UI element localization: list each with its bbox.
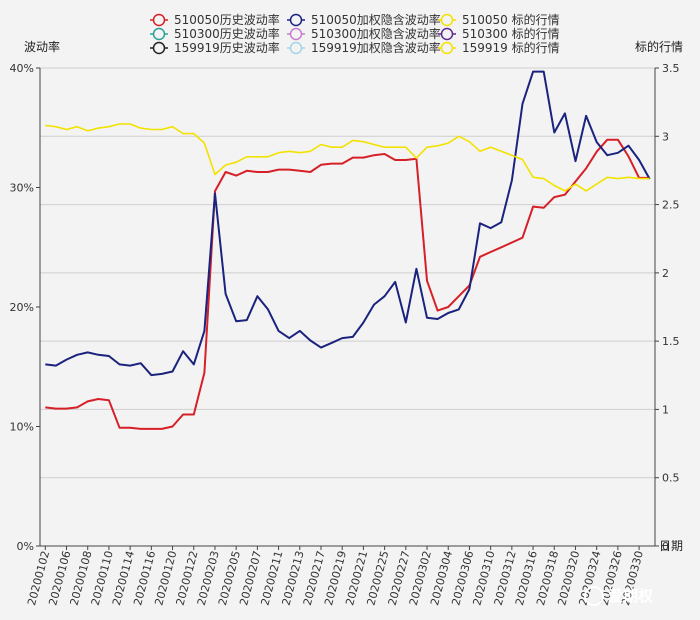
watermark: 爱期权 bbox=[584, 586, 654, 606]
legend-swatch-marker bbox=[152, 41, 166, 55]
gridlines bbox=[40, 67, 655, 479]
legend-swatch-marker bbox=[440, 27, 454, 41]
right-tick-label: 0 bbox=[662, 540, 669, 553]
right-axis-title: 标的行情 bbox=[635, 39, 683, 54]
right-tick-label: 1 bbox=[662, 403, 669, 416]
legend-label: 510300历史波动率 bbox=[174, 26, 280, 41]
legend-label: 159919加权隐含波动率 bbox=[311, 40, 441, 55]
right-tick-label: 3 bbox=[662, 130, 669, 143]
left-tick-labels: 0% 10% 20% 30% 40% bbox=[10, 62, 40, 553]
legend-label: 510050 标的行情 bbox=[462, 12, 560, 27]
legend-label: 510050加权隐含波动率 bbox=[311, 12, 441, 27]
legend-label: 159919 标的行情 bbox=[462, 40, 560, 55]
right-tick-label: 2 bbox=[662, 267, 669, 280]
x-axis-title: 日期 bbox=[659, 539, 683, 553]
left-tick-label: 10% bbox=[10, 421, 34, 434]
legend-label: 510300 标的行情 bbox=[462, 26, 560, 41]
watermark-text: 爱期权 bbox=[608, 587, 654, 605]
right-tick-labels: 0 0.5 1 1.5 2 2.5 3 3.5 bbox=[655, 62, 680, 553]
left-axis-title: 波动率 bbox=[24, 39, 60, 54]
legend-swatch-marker bbox=[152, 27, 166, 41]
legend-swatch-marker bbox=[289, 13, 303, 27]
right-tick-label: 0.5 bbox=[662, 472, 680, 485]
left-tick-label: 30% bbox=[10, 182, 34, 195]
series-line bbox=[45, 138, 650, 430]
axes bbox=[39, 68, 656, 547]
legend-swatch-marker bbox=[440, 13, 454, 27]
series-line bbox=[45, 70, 651, 377]
right-tick-label: 1.5 bbox=[662, 335, 680, 348]
x-tick-labels: 2020010220200106202001082020011020200114… bbox=[25, 546, 646, 607]
watermark-logo-icon bbox=[584, 586, 604, 606]
legend-swatch-marker bbox=[440, 41, 454, 55]
left-tick-label: 20% bbox=[10, 301, 34, 314]
left-tick-label: 0% bbox=[17, 540, 34, 553]
legend-label: 510300加权隐含波动率 bbox=[311, 26, 441, 41]
legend-swatch-marker bbox=[152, 13, 166, 27]
legend-label: 510050历史波动率 bbox=[174, 12, 280, 27]
right-tick-label: 2.5 bbox=[662, 199, 680, 212]
right-tick-label: 3.5 bbox=[662, 62, 680, 75]
series-layer bbox=[45, 70, 651, 430]
left-tick-label: 40% bbox=[10, 62, 34, 75]
series-line bbox=[45, 123, 650, 192]
legend-swatch-marker bbox=[289, 27, 303, 41]
legend-swatch-marker bbox=[289, 41, 303, 55]
legend-label: 159919历史波动率 bbox=[174, 40, 280, 55]
